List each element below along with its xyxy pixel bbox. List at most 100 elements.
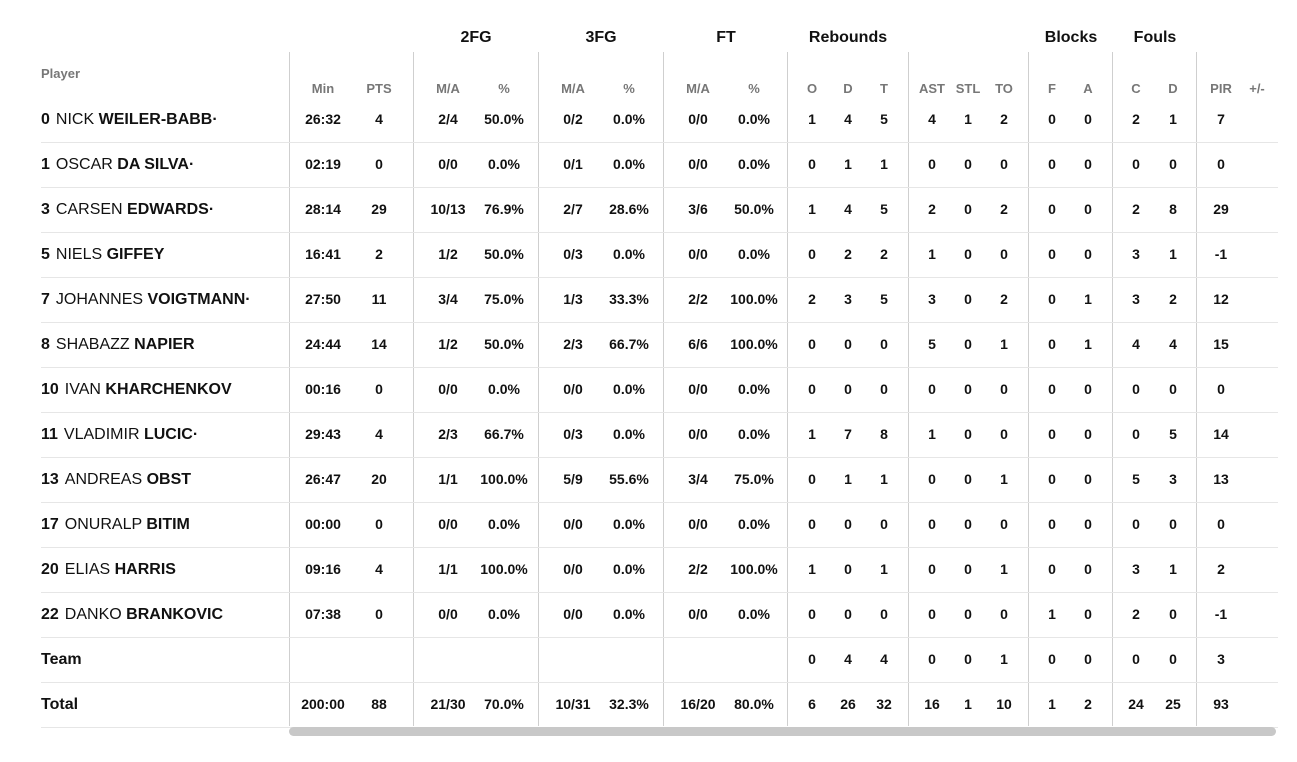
cell-fouls-drawn: 5	[1169, 426, 1177, 442]
column-divider	[1112, 52, 1113, 726]
cell-min: 24:44	[305, 336, 341, 352]
cell-3fg-pct: 28.6%	[609, 201, 649, 217]
cell-fouls-committed: 2	[1132, 606, 1140, 622]
col-header-pir[interactable]: PIR	[1210, 81, 1232, 96]
cell-assists: 0	[928, 156, 936, 172]
col-header-min[interactable]: Min	[311, 81, 335, 96]
cell-min: 00:16	[305, 381, 341, 397]
cell-fouls-committed: 0	[1132, 516, 1140, 532]
col-header-blocks-for[interactable]: F	[1048, 81, 1056, 96]
player-name-link[interactable]: 0 NICK WEILER-BABB·	[41, 97, 218, 142]
cell-ft-made-attempted: 3/4	[688, 471, 708, 487]
player-name-link[interactable]: 7 JOHANNES VOIGTMANN·	[41, 277, 251, 322]
cell-2fg-pct: 0.0%	[488, 516, 520, 532]
cell-reb-offensive: 0	[808, 471, 816, 487]
cell-fouls-drawn: 3	[1169, 471, 1177, 487]
cell-reb-total: 5	[880, 201, 888, 217]
cell-blocks-for: 0	[1048, 516, 1056, 532]
column-divider	[538, 52, 539, 726]
player-name-link[interactable]: 13 ANDREAS OBST	[41, 457, 191, 502]
cell-pir: 15	[1213, 336, 1229, 352]
cell-reb-defensive: 0	[844, 606, 852, 622]
cell-turnovers: 0	[1000, 381, 1008, 397]
player-name-link[interactable]: 11 VLADIMIR LUCIC·	[41, 412, 198, 457]
col-header-reb-defensive[interactable]: D	[843, 81, 853, 96]
cell-ft-made-attempted: 2/2	[688, 291, 708, 307]
col-header-reb-total[interactable]: T	[880, 81, 888, 96]
col-header-reb-offensive[interactable]: O	[806, 81, 818, 96]
player-name-link[interactable]: 3 CARSEN EDWARDS·	[41, 187, 214, 232]
cell-ft-pct: 100.0%	[730, 291, 778, 307]
cell-fouls-drawn: 25	[1165, 696, 1181, 712]
cell-reb-offensive: 1	[808, 201, 816, 217]
cell-reb-defensive: 1	[844, 471, 852, 487]
player-last-name: EDWARDS·	[127, 201, 215, 218]
player-first-name: OSCAR	[55, 156, 113, 173]
col-header-fouls-drawn[interactable]: D	[1168, 81, 1178, 96]
col-header-steals[interactable]: STL	[955, 81, 981, 96]
player-name-link[interactable]: 20 ELIAS HARRIS	[41, 547, 176, 592]
col-header-assists[interactable]: AST	[919, 81, 945, 96]
cell-assists: 0	[928, 471, 936, 487]
cell-turnovers: 2	[1000, 111, 1008, 127]
cell-fouls-drawn: 0	[1169, 516, 1177, 532]
cell-pir: 12	[1213, 291, 1229, 307]
player-last-name: OBST	[146, 471, 192, 488]
cell-ft-pct: 75.0%	[734, 471, 774, 487]
col-header-ft-made-attempted[interactable]: M/A	[686, 81, 710, 96]
cell-reb-total: 32	[876, 696, 892, 712]
cell-3fg-pct: 0.0%	[613, 381, 645, 397]
cell-ft-made-attempted: 0/0	[688, 381, 708, 397]
cell-blocks-for: 0	[1048, 381, 1056, 397]
player-last-name: VOIGTMANN·	[147, 291, 251, 308]
player-name-link[interactable]: 8 SHABAZZ NAPIER	[41, 322, 195, 367]
player-name-link[interactable]: 5 NIELS GIFFEY	[41, 232, 164, 277]
group-fouls-header: Fouls	[1133, 29, 1177, 46]
cell-3fg-made-attempted: 0/3	[563, 426, 583, 442]
col-header-fouls-committed[interactable]: C	[1131, 81, 1141, 96]
cell-steals: 0	[964, 201, 972, 217]
cell-fouls-drawn: 1	[1169, 111, 1177, 127]
cell-turnovers: 1	[1000, 561, 1008, 577]
player-name-link[interactable]: 10 IVAN KHARCHENKOV	[41, 367, 232, 412]
player-row: 17 ONURALP BITIM 00:00 0 0/0 0.0% 0/0 0.0% 0/0 0.…	[41, 502, 1278, 548]
cell-2fg-made-attempted: 2/3	[438, 426, 458, 442]
col-header-plus-minus[interactable]: +/-	[1249, 81, 1265, 96]
cell-2fg-made-attempted: 0/0	[438, 606, 458, 622]
col-header-3fg-made-attempted[interactable]: M/A	[561, 81, 585, 96]
cell-blocks-against: 1	[1084, 291, 1092, 307]
cell-3fg-pct: 33.3%	[609, 291, 649, 307]
col-header-2fg-pct[interactable]: %	[498, 81, 510, 96]
cell-3fg-made-attempted: 1/3	[563, 291, 583, 307]
cell-2fg-made-attempted: 1/2	[438, 336, 458, 352]
cell-fouls-committed: 4	[1132, 336, 1140, 352]
cell-blocks-against: 0	[1084, 381, 1092, 397]
cell-3fg-pct: 0.0%	[613, 111, 645, 127]
player-name-link[interactable]: 1 OSCAR DA SILVA·	[41, 142, 194, 187]
cell-reb-total: 5	[880, 111, 888, 127]
cell-ft-made-attempted: 0/0	[688, 426, 708, 442]
cell-reb-offensive: 0	[808, 156, 816, 172]
cell-ft-pct: 0.0%	[738, 111, 770, 127]
col-header-pts[interactable]: PTS	[366, 81, 392, 96]
player-name-link[interactable]: 22 DANKO BRANKOVIC	[41, 592, 223, 637]
col-header-blocks-against[interactable]: A	[1083, 81, 1093, 96]
cell-ft-made-attempted: 16/20	[680, 696, 716, 712]
cell-reb-total: 0	[880, 336, 888, 352]
column-divider	[413, 52, 414, 726]
player-name-link[interactable]: 17 ONURALP BITIM	[41, 502, 190, 547]
col-header-2fg-made-attempted[interactable]: M/A	[436, 81, 460, 96]
horizontal-scrollbar[interactable]	[289, 727, 1276, 736]
player-number: 1	[41, 156, 50, 173]
cell-steals: 0	[964, 516, 972, 532]
cell-pts: 0	[375, 156, 383, 172]
cell-reb-total: 4	[880, 651, 888, 667]
col-header-ft-pct[interactable]: %	[748, 81, 760, 96]
player-last-name: LUCIC·	[143, 426, 199, 443]
cell-2fg-made-attempted: 0/0	[438, 516, 458, 532]
player-last-name: DA SILVA·	[117, 156, 195, 173]
col-header-3fg-pct[interactable]: %	[623, 81, 635, 96]
column-divider	[663, 52, 664, 726]
cell-reb-total: 1	[880, 471, 888, 487]
col-header-turnovers[interactable]: TO	[995, 81, 1013, 96]
